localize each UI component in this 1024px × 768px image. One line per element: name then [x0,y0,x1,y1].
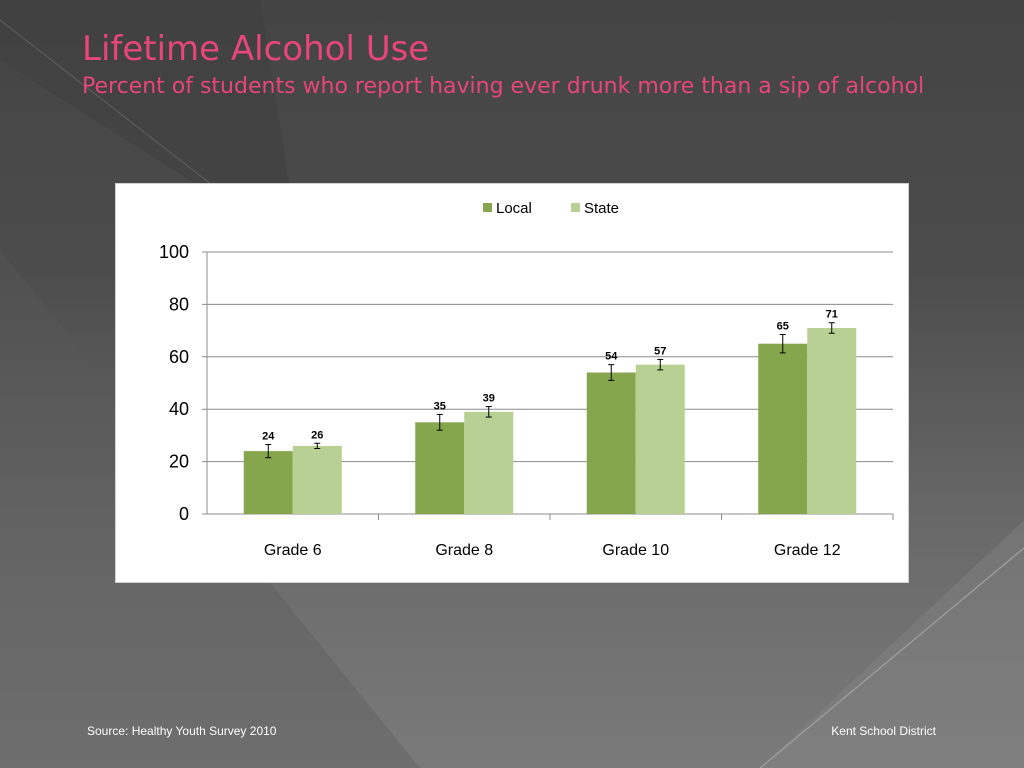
legend-swatch-state [571,203,580,212]
y-tick-label: 20 [169,452,189,472]
y-tick-label: 60 [169,347,189,367]
organization-name: Kent School District [831,724,936,738]
bar-state [464,411,514,514]
bar-local [243,451,293,514]
data-label: 35 [434,400,446,412]
data-label: 65 [777,321,789,333]
legend-label: Local [496,200,532,217]
x-category-label: Grade 10 [602,542,669,559]
slide-title: Lifetime Alcohol Use [82,29,430,69]
x-category-label: Grade 8 [435,542,493,559]
bar-state [292,445,342,514]
bar-local [758,343,808,514]
y-tick-label: 100 [159,242,189,262]
slide-subtitle: Percent of students who report having ev… [82,74,925,99]
bar-chart: 0 20 40 60 80 100 Grade 6 24 26 Grade 8 35 39 Grade … [159,200,894,559]
data-label: 26 [311,429,323,441]
x-category-label: Grade 12 [774,542,841,559]
chart-container: 0 20 40 60 80 100 Grade 6 24 26 Grade 8 35 39 Grade … [115,183,909,583]
bar-local [586,372,636,514]
bar-state [807,327,857,514]
data-label: 71 [826,309,838,321]
data-label: 57 [654,345,666,357]
y-tick-label: 40 [169,399,189,419]
bar-state [635,364,685,514]
legend-swatch-local [483,203,492,212]
data-label: 24 [262,431,275,443]
bar-local [415,422,465,514]
legend-label: State [584,200,619,217]
data-label: 54 [605,351,618,363]
y-tick-label: 80 [169,294,189,314]
source-note: Source: Healthy Youth Survey 2010 [87,724,277,738]
title-block: Lifetime Alcohol Use Percent of students… [82,28,982,101]
data-label: 39 [483,393,495,405]
y-tick-label: 0 [179,504,189,524]
x-category-label: Grade 6 [264,542,322,559]
